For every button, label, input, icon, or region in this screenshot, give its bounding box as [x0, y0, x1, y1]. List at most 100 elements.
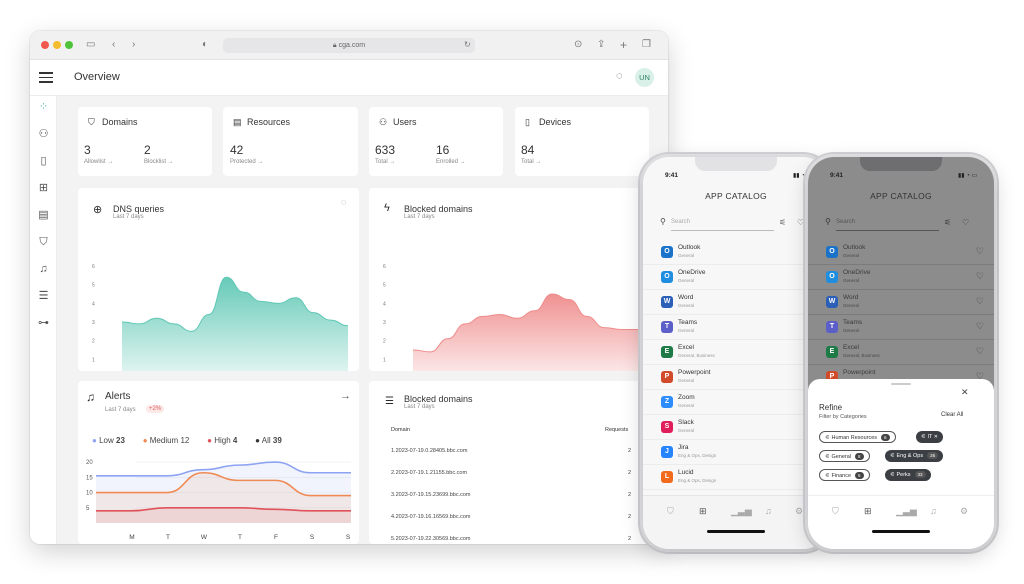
shield-check-icon: ⛉ [88, 117, 95, 127]
list-icon[interactable]: ☰ [38, 290, 49, 302]
user-icon[interactable]: ⚇ [38, 128, 49, 140]
tab-bell-icon[interactable]: ♫ [765, 506, 772, 516]
tab-catalog-icon[interactable]: ⊞ [699, 506, 707, 516]
address-bar[interactable]: 🔒︎ cga.com [223, 38, 475, 53]
list-alt-icon[interactable]: ▤ [38, 209, 49, 221]
sheet-handle[interactable] [891, 383, 911, 385]
menu-icon[interactable] [39, 72, 53, 83]
requests-cell: 2 [628, 492, 632, 498]
apps-grid-icon[interactable]: ⁘ [38, 101, 49, 113]
outlook-icon: O [826, 246, 838, 258]
legend-high[interactable]: ● High 4 [207, 436, 238, 445]
favorite-heart-icon[interactable]: ♡ [975, 371, 984, 381]
category-chip[interactable]: ⚟ General 8 [819, 450, 870, 462]
table-row[interactable]: 1.2023-07-19.0.28405.bbc.com 2 [369, 445, 650, 467]
avatar[interactable]: UN [635, 68, 654, 87]
share-icon[interactable]: ⇪ [597, 39, 606, 50]
tab-settings-icon[interactable]: ⚙ [960, 506, 969, 516]
tab-shield-icon[interactable]: ⛉ [832, 506, 839, 516]
favorite-heart-icon[interactable]: ♡ [975, 296, 984, 306]
tab-bell-icon[interactable]: ♫ [930, 506, 937, 516]
alerts-series-medium[interactable] [96, 471, 351, 497]
category-chip[interactable]: ⚟ Perks 33 [885, 469, 931, 481]
back-icon[interactable]: ‹ [112, 39, 116, 50]
minimize-window-button[interactable] [53, 41, 61, 49]
device-icon[interactable]: ▯ [40, 155, 47, 167]
remove-chip-icon[interactable]: ✕ [932, 434, 938, 440]
filter-icon[interactable]: ⚟ [944, 218, 952, 227]
tab-catalog-icon[interactable]: ⊞ [864, 506, 872, 516]
bell-icon[interactable]: ♫ [39, 263, 48, 275]
tab-settings-icon[interactable]: ⚙ [795, 506, 804, 516]
arrow-right-icon[interactable]: → [340, 390, 351, 402]
privacy-shield-icon[interactable]: ◐ [202, 39, 209, 50]
table-row[interactable]: 4.2023-07-19.16.16569.bbc.com 2 [369, 511, 650, 533]
tab-shield-icon[interactable]: ⛉ [667, 506, 674, 516]
stat-label: Total → [375, 159, 396, 165]
shield-icon[interactable]: ⛉ [39, 236, 48, 248]
favorite-heart-icon[interactable]: ♡ [975, 271, 984, 281]
category-chip[interactable]: ⚟ Eng & Ops 26 [885, 450, 944, 462]
filter-icon[interactable]: ⚟ [779, 218, 787, 227]
legend-medium[interactable]: ● Medium 12 [142, 436, 190, 445]
favorite-heart-icon[interactable]: ♡ [975, 246, 984, 256]
forward-icon[interactable]: › [132, 39, 136, 50]
stat-card-devices[interactable]: ▯ Devices 84 Total → [515, 107, 649, 176]
category-chip[interactable]: ⚟ Human Resources 6 [819, 431, 896, 443]
category-chip[interactable]: ⚟ IT ✕ [916, 431, 943, 443]
reload-icon[interactable]: ↻ [464, 40, 471, 49]
tab-stats-icon[interactable]: ▁▃▅ [731, 506, 752, 516]
catalog-icon[interactable]: ⊞ [38, 182, 49, 194]
stat-card-domains[interactable]: ⛉ Domains 3 Allowlist → 2 Blocklist → [78, 107, 212, 176]
tabs-overview-icon[interactable]: ❐ [642, 39, 651, 50]
hierarchy-icon[interactable]: ⊶ [38, 317, 49, 329]
app-name: OneDrive [843, 269, 871, 276]
close-icon[interactable]: ✕ [961, 387, 969, 397]
favorite-heart-icon[interactable]: ♡ [975, 346, 984, 356]
legend-all[interactable]: ● All 39 [255, 436, 282, 445]
bottom-tab-bar: ⛉ ⊞ ▁▃▅ ♫ ⚙ [808, 495, 994, 549]
column-header-requests: Requests [605, 427, 629, 433]
maximize-window-button[interactable] [65, 41, 73, 49]
table-row[interactable]: 5.2023-07-19.22.30569.bbc.com 2 [369, 533, 650, 544]
search-input[interactable]: Search [671, 219, 774, 231]
table-row[interactable]: 2.2023-07-19.1.21155.bbc.com 2 [369, 467, 650, 489]
category-chip[interactable]: ⚟ Finance 5 [819, 469, 870, 481]
info-icon[interactable]: ◌ [341, 197, 347, 207]
app-name: Jira [678, 444, 689, 451]
alerts-series-low[interactable] [96, 461, 351, 477]
stat-card-resources[interactable]: ▤ Resources 42 Protected → [223, 107, 358, 176]
clear-all-button[interactable]: Clear All [941, 412, 964, 418]
close-window-button[interactable] [41, 41, 49, 49]
download-icon[interactable]: ⊙ [574, 39, 583, 50]
tab-stats-icon[interactable]: ▁▃▅ [896, 506, 917, 516]
status-signal-icon: ▮▮ ◔ ▭ [958, 173, 978, 179]
legend-low[interactable]: ● Low 23 [92, 436, 125, 445]
favorites-heart-icon[interactable]: ♡ [797, 218, 805, 227]
notification-icon[interactable]: ◌ [616, 70, 623, 82]
favorites-heart-icon[interactable]: ♡ [962, 218, 970, 227]
favorite-heart-icon[interactable]: ♡ [975, 321, 984, 331]
table-row[interactable]: 3.2023-07-19.15.23699.bbc.com 2 [369, 489, 650, 511]
sidebar-toggle-icon[interactable]: ▭ [86, 39, 96, 50]
alerts-series-high[interactable] [96, 506, 351, 512]
stat-card-users[interactable]: ⚇ Users 633 Total → 16 Enrolled → [369, 107, 503, 176]
category-icon: ⚟ [825, 473, 832, 479]
search-input[interactable]: Search [836, 219, 939, 231]
new-tab-icon[interactable]: + [620, 38, 628, 52]
